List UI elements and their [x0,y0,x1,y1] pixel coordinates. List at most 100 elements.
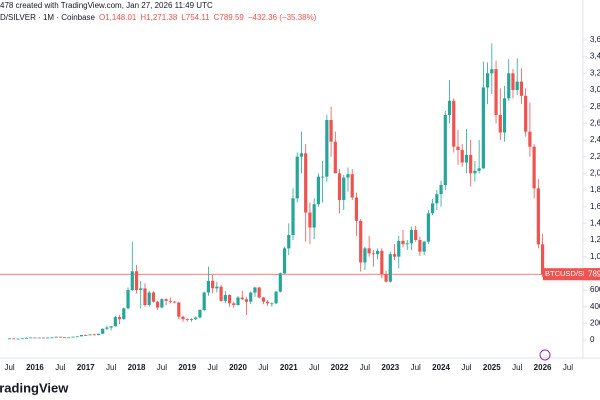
y-tick-label: 3,000 [590,85,600,94]
candle-body [37,337,41,339]
candle-body [126,290,130,309]
candle-body [507,73,511,99]
x-tick-label: 2016 [26,363,44,372]
legend: D/SILVER · 1M · Coinbase O1,148.01 H1,271.… [0,13,317,22]
candle-body [160,299,164,308]
x-tick-label: 2018 [128,363,146,372]
candle-body [325,119,329,177]
candle-body [24,337,29,339]
candle-body [202,292,206,311]
candle-body [164,299,168,301]
candle-body [134,271,139,291]
y-tick-label: 200 [590,318,600,327]
x-tick-label: Jul [258,363,268,372]
candle-body [194,317,198,320]
ohlc-value: C789.59 [214,13,245,22]
candle-body [172,301,177,303]
candle-body [418,240,422,252]
candle-body [139,288,143,291]
candle-body [359,220,363,263]
candle-body [367,248,371,254]
candle-body [29,337,33,339]
candle-body [321,176,325,178]
candle-body [363,248,367,263]
candle-body [219,286,223,301]
candle-body [464,154,469,163]
candle-body [452,100,456,147]
candle-body [185,319,189,321]
candle-body [337,173,342,201]
candle-body [181,316,185,320]
x-tick-label: 2017 [77,363,95,372]
x-tick-label: Jul [4,363,14,372]
candle-body [490,69,494,74]
candle-body [270,303,274,305]
x-tick-label: 2026 [534,363,552,372]
candle-body [282,248,287,274]
candle-body [117,317,122,320]
candle-body [206,280,211,293]
candle-body [12,338,16,340]
y-tick-label: 2,200 [590,152,600,161]
candle-body [227,295,232,304]
candle-body [392,254,397,257]
header: 478 created with TradingView.com, Jan 27… [0,1,213,10]
candle-body [405,243,409,245]
candle-body [515,81,519,90]
candle-body [177,302,181,317]
candle-body [485,73,490,88]
ohlc-value: −432.36 (−35.38%) [248,13,317,22]
candle-body [456,146,460,150]
candle-body [528,131,532,147]
candle-body [371,253,375,255]
candle-body [50,337,54,339]
candle-body [342,177,346,201]
candle-body [236,297,240,306]
x-tick-label: 2025 [483,363,501,372]
candle-body [540,244,545,275]
candle-body [88,334,92,336]
candle-body [71,336,75,338]
y-tick-label: 2,000 [590,168,600,177]
x-tick-label: Jul [411,363,421,372]
candle-body [122,308,126,320]
candle-body [189,319,194,321]
candle-body [447,100,452,115]
x-tick-label: Jul [512,363,522,372]
candle-body [244,299,249,302]
x-tick-label: 2020 [229,363,247,372]
candle-body [16,338,20,340]
x-tick-label: Jul [563,363,573,372]
x-tick-label: 2024 [432,363,450,372]
y-tick-label: 400 [590,302,600,311]
candle-body [536,188,540,245]
candle-body [291,198,295,236]
candle-body [414,230,418,241]
candle-body [333,141,337,174]
y-tick-label: 600 [590,285,600,294]
candle-body [92,334,96,336]
candle-body [20,338,24,340]
x-tick-label: 2023 [381,363,399,372]
candle-body [422,241,426,252]
candle-body [223,295,227,301]
candle-body [494,69,498,115]
candle-body [346,174,350,178]
candle-body [253,287,257,293]
candle-body [426,213,430,242]
price-value-label: 789.59 [588,269,600,278]
y-tick-label: 1,800 [590,185,600,194]
candle-body [524,95,528,132]
candle-body [240,297,244,300]
candle-body [143,288,147,306]
candle-body [278,273,282,292]
candle-body [329,119,333,142]
candle-body [511,73,515,90]
candle-body [84,335,88,336]
candle-body [46,337,50,339]
candle-body [469,154,473,174]
candle-body [113,317,117,327]
event-icon [539,349,551,361]
y-tick-label: 3,400 [590,52,600,61]
candle-body [409,230,414,244]
